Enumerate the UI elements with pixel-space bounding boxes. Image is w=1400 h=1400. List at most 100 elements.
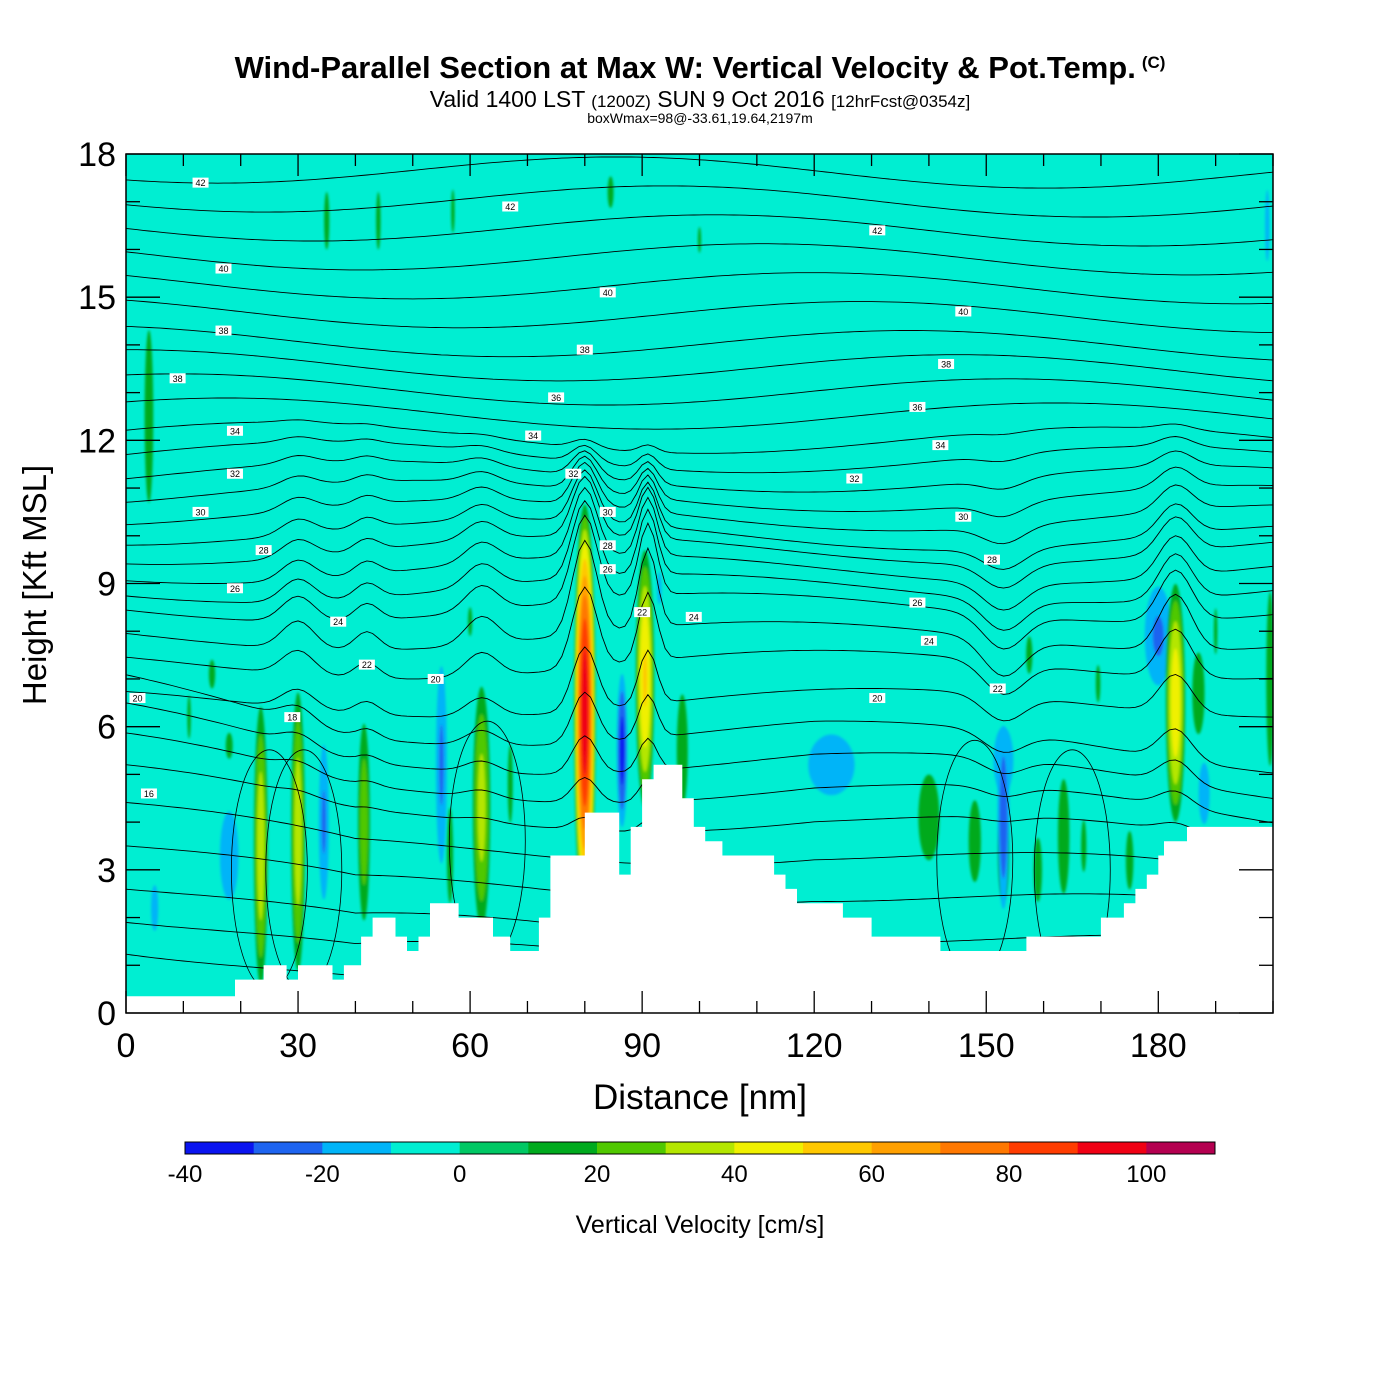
contour-label: 36: [909, 401, 926, 412]
velocity-band: [1033, 837, 1042, 902]
valid-date: SUN 9 Oct 2016: [657, 86, 825, 112]
updraft-cell-44: [573, 504, 596, 921]
velocity-band: [697, 226, 702, 253]
contour-label-bg: [192, 177, 209, 188]
velocity-band: [324, 192, 330, 250]
updraft-cell-21: [657, 572, 662, 605]
theta-contour-36: [126, 397, 1273, 430]
contour-label: 34: [932, 440, 949, 451]
updraft-cell-10: [225, 732, 233, 759]
updraft-cell-14: [697, 226, 702, 253]
contour-label: 36: [548, 392, 565, 403]
contour-label-bg: [169, 373, 186, 384]
updraft-cell-8: [468, 607, 473, 637]
colorbar-segment: [1146, 1142, 1216, 1154]
theta-contour-34: [126, 436, 1273, 474]
contour-label-bg: [576, 344, 593, 355]
contour-label-bg: [226, 583, 243, 594]
velocity-band: [144, 330, 154, 503]
contour-label: 30: [599, 506, 616, 517]
contour-label: 24: [330, 616, 347, 627]
contour-label: 26: [599, 564, 616, 575]
contour-label-text: 36: [551, 393, 561, 403]
contour-label-text: 22: [362, 660, 372, 670]
contour-label: 30: [955, 511, 972, 522]
theta-contour-20: [126, 732, 1273, 824]
colorbar-tick-label: 40: [721, 1161, 748, 1188]
contour-label-bg: [255, 545, 272, 556]
contour-label: 18: [284, 712, 301, 723]
contour-label-bg: [920, 635, 937, 646]
velocity-band: [151, 885, 159, 931]
x-tick-label: 30: [279, 1027, 317, 1065]
theta-contour-37: [126, 373, 1273, 406]
contour-label-text: 38: [173, 374, 183, 384]
y-tick-label: 18: [78, 136, 116, 174]
theta-contour-25: [126, 539, 1273, 677]
velocity-band: [225, 732, 233, 759]
y-tick-label: 3: [97, 852, 116, 890]
theta-contour-32: [126, 455, 1273, 518]
contour-label-text: 18: [287, 713, 297, 723]
contour-label: 42: [192, 177, 209, 188]
colorbar-segment: [322, 1142, 392, 1154]
updraft-cell-13: [1213, 608, 1218, 655]
terrain-profile: [126, 764, 1273, 1013]
contour-label-text: 36: [912, 402, 922, 412]
box-max-info: boxWmax=98@-33.61,19.64,2197m: [587, 110, 813, 126]
contour-label-text: 42: [196, 178, 206, 188]
contour-label-text: 32: [568, 469, 578, 479]
contour-label-text: 30: [196, 507, 206, 517]
contour-label: 38: [576, 344, 593, 355]
contour-label: 38: [215, 325, 232, 336]
velocity-band: [468, 607, 473, 637]
velocity-band: [439, 724, 444, 806]
contour-label-text: 26: [603, 565, 613, 575]
contour-label-text: 28: [603, 541, 613, 551]
contour-label-bg: [634, 607, 651, 618]
x-tick-label: 150: [958, 1027, 1015, 1065]
contour-label: 26: [909, 597, 926, 608]
updraft-cell-39: [616, 673, 628, 828]
contour-label: 38: [938, 358, 955, 369]
contour-label-bg: [983, 554, 1000, 565]
colorbar-segment: [391, 1142, 461, 1154]
contour-label-bg: [565, 468, 582, 479]
chart-title: Wind-Parallel Section at Max W: Vertical…: [0, 50, 1400, 86]
velocity-band: [187, 695, 191, 739]
colorbar-tick-label: 60: [858, 1161, 885, 1188]
velocity-band: [360, 758, 368, 886]
contour-label: 28: [983, 554, 1000, 565]
colorbar-segment: [459, 1142, 529, 1154]
contour-label-bg: [599, 540, 616, 551]
contour-labels: 42 42 42 40 40 40 38 38 38 38 36 36 34 34 34 32 32 32 30 30…: [129, 177, 1006, 799]
theta-contour-38: [126, 349, 1273, 382]
contour-label-bg: [140, 788, 157, 799]
contour-label-bg: [599, 564, 616, 575]
contour-label-bg: [427, 673, 444, 684]
colorbar-tick-label: 0: [453, 1161, 466, 1188]
contour-label: 28: [255, 545, 272, 556]
contour-label-text: 40: [603, 288, 613, 298]
contour-label-bg: [330, 616, 347, 627]
contour-label-text: 40: [958, 307, 968, 317]
velocity-band: [376, 192, 381, 250]
contour-label-bg: [215, 263, 232, 274]
contour-label-text: 20: [132, 694, 142, 704]
contour-label: 32: [846, 473, 863, 484]
contour-label-text: 42: [505, 202, 515, 212]
updraft-cell-12: [1095, 665, 1101, 703]
velocity-band: [208, 659, 216, 689]
velocity-band: [1057, 779, 1070, 894]
updraft-cell-25: [1198, 762, 1210, 825]
velocity-band: [808, 734, 855, 796]
contour-label-bg: [129, 693, 146, 704]
contour-label-text: 28: [259, 546, 269, 556]
updraft-cell-7: [607, 176, 614, 209]
valid-time: Valid 1400 LST (1200Z) SUN 9 Oct 2016 [1…: [0, 86, 1400, 113]
updraft-cell-29: [808, 734, 855, 796]
colorbar-segment: [1009, 1142, 1079, 1154]
contour-label: 42: [869, 225, 886, 236]
contour-label-bg: [548, 392, 565, 403]
colorbar-tick-label: -40: [168, 1161, 203, 1188]
